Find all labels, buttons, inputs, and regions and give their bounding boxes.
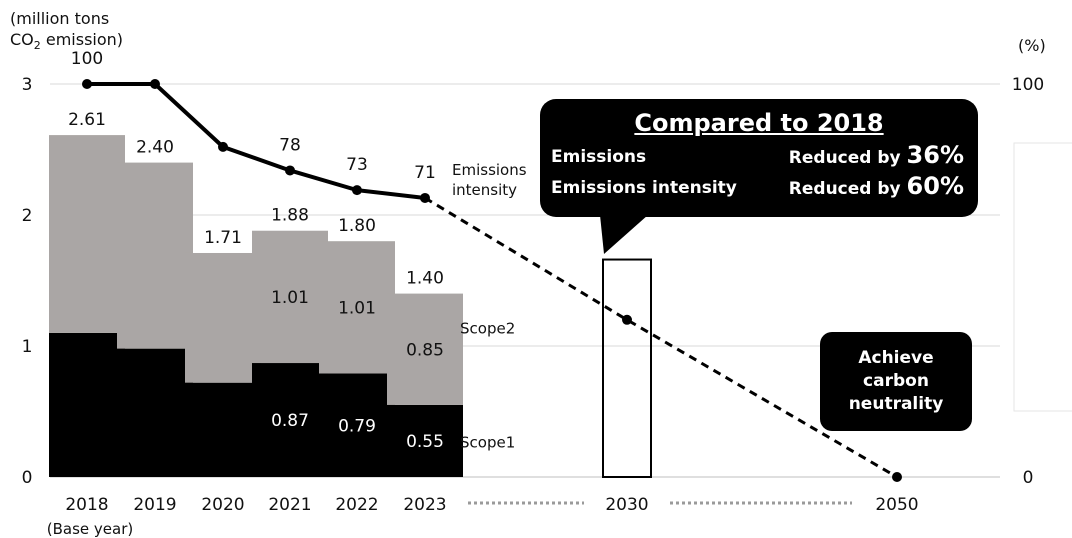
scope1-label-2023: 0.55 <box>406 432 444 452</box>
callout-row-intensity-value: Reduced by 60% <box>788 172 964 200</box>
intensity-label-2022: 73 <box>346 155 368 175</box>
x-tick-2050: 2050 <box>875 495 918 515</box>
intensity-label-2021: 78 <box>279 135 301 155</box>
scope1-label-2021: 0.87 <box>271 411 309 431</box>
intensity-point-2022 <box>352 185 362 196</box>
legend-scope1: Scope1 <box>460 434 515 452</box>
x-tick-2019: 2019 <box>133 495 176 515</box>
x-tick-2020: 2020 <box>201 495 244 515</box>
intensity-label-2023: 71 <box>414 163 436 183</box>
carbon-neutrality-text: Achieve carbon neutrality <box>848 348 944 414</box>
callout-pointer <box>600 215 648 254</box>
bar-scope1-2019 <box>117 348 193 477</box>
total-label-2019: 2.40 <box>136 138 174 158</box>
y2-tick-0: 0 <box>1023 468 1034 488</box>
bar-scope1-2018 <box>49 332 125 477</box>
y-axis-label-line2: CO2 emission) <box>10 30 124 53</box>
bar-scope2-2019 <box>117 162 193 349</box>
bar-scope2-2018 <box>49 135 125 333</box>
callout-row-emissions-value: Reduced by 36% <box>788 141 964 169</box>
y2-axis-label: (%) <box>1018 36 1046 55</box>
x-tick-2018: 2018 <box>65 495 108 515</box>
total-label-2018: 2.61 <box>68 110 106 130</box>
base-year-note: (Base year) <box>47 520 133 538</box>
comparison-callout: Compared to 2018 Emissions Reduced by 36… <box>540 99 978 217</box>
carbon-neutrality-box: Achieve carbon neutrality <box>820 332 972 431</box>
bar-scope2-2023 <box>387 293 463 405</box>
target-2030-outline <box>602 258 652 479</box>
total-label-2020: 1.71 <box>204 228 242 248</box>
intensity-point-2030 <box>622 314 632 325</box>
intensity-point-2023 <box>420 192 430 203</box>
total-label-2021: 1.88 <box>271 206 309 226</box>
intensity-legend-line1: Emissions <box>452 161 527 179</box>
right-panel-outline <box>1013 142 1072 412</box>
y-tick-1: 1 <box>22 337 33 357</box>
scope2-label-2021: 1.01 <box>271 288 309 308</box>
x-tick-2030: 2030 <box>605 495 648 515</box>
legend-scope2: Scope2 <box>460 320 515 338</box>
bar-scope1-2022 <box>319 373 395 477</box>
intensity-label-2018: 100 <box>71 49 103 69</box>
y-tick-2: 2 <box>22 206 33 226</box>
scope1-label-2022: 0.79 <box>338 416 376 436</box>
scope2-label-2023: 0.85 <box>406 340 444 360</box>
intensity-legend-line2: intensity <box>452 181 517 199</box>
total-label-2022: 1.80 <box>338 216 376 236</box>
callout-row-emissions-label: Emissions <box>551 147 647 167</box>
callout-title: Compared to 2018 <box>634 109 884 137</box>
x-tick-2021: 2021 <box>268 495 311 515</box>
bar-scope2-2021 <box>252 230 328 364</box>
intensity-point-2021 <box>285 165 295 176</box>
y2-tick-100: 100 <box>1012 75 1044 95</box>
bar-scope1-2020 <box>185 382 261 477</box>
y-tick-0: 0 <box>22 468 33 488</box>
bar-scope1-2021 <box>252 363 328 477</box>
y-axis-label: (million tons CO2 emission) <box>10 8 123 56</box>
intensity-point-2020 <box>218 141 228 152</box>
x-tick-2023: 2023 <box>403 495 446 515</box>
y-axis-label-line1: (million tons <box>10 9 110 28</box>
callout-row-intensity-label: Emissions intensity <box>551 178 737 198</box>
intensity-point-2018 <box>82 79 92 89</box>
total-label-2023: 1.40 <box>406 269 444 289</box>
y-tick-3: 3 <box>22 75 33 95</box>
intensity-line <box>87 82 426 200</box>
bar-scope1-2023 <box>387 404 463 477</box>
bar-scope2-2020 <box>185 252 261 383</box>
scope2-label-2022: 1.01 <box>338 298 376 318</box>
intensity-point-2050 <box>892 472 902 482</box>
bar-scope2-2022 <box>319 241 395 374</box>
intensity-point-2019 <box>150 79 160 89</box>
x-tick-2022: 2022 <box>335 495 378 515</box>
